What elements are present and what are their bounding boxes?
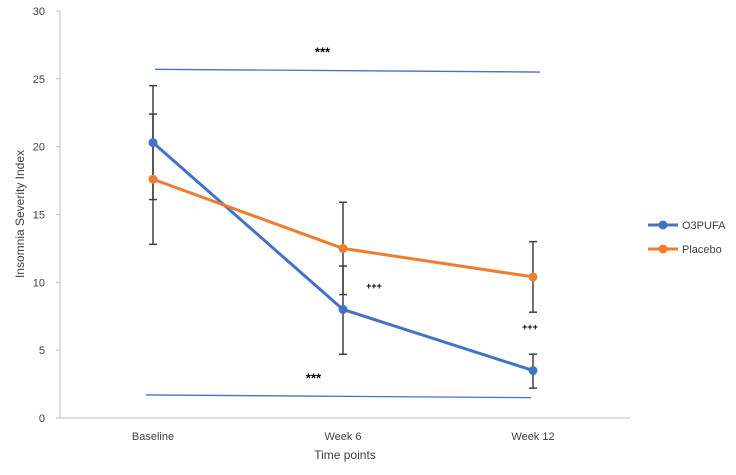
y-tick-label: 20 xyxy=(33,142,45,154)
y-tick-label: 30 xyxy=(33,6,45,18)
legend-swatch-marker xyxy=(658,244,668,254)
significance-brackets: *** *** xyxy=(145,45,541,399)
series-points xyxy=(148,138,538,376)
significance-marker: +++ xyxy=(366,281,382,291)
data-point-o3pufa xyxy=(148,138,158,148)
legend: O3PUFA Placebo xyxy=(648,220,726,256)
significance-label: *** xyxy=(306,370,322,385)
x-tick-label: Week 6 xyxy=(324,431,361,443)
significance-bracket xyxy=(145,394,532,399)
data-point-placebo xyxy=(148,174,158,184)
y-tick-label: 15 xyxy=(33,210,45,222)
x-tick-label: Baseline xyxy=(132,431,174,443)
legend-swatch-marker xyxy=(658,220,668,230)
chart-axes: 0 5 10 15 20 25 30 Baseline Week 6 Week 12 xyxy=(33,6,630,443)
data-point-o3pufa xyxy=(528,366,538,376)
data-point-o3pufa xyxy=(338,304,348,314)
significance-bracket xyxy=(154,68,541,73)
data-point-placebo xyxy=(528,272,538,282)
x-axis-title: Time points xyxy=(314,448,376,462)
y-tick-label: 10 xyxy=(33,277,45,289)
significance-label: *** xyxy=(315,45,331,60)
x-tick-label: Week 12 xyxy=(511,431,554,443)
annotations: +++ +++ xyxy=(366,281,538,332)
y-tick-label: 0 xyxy=(39,413,45,425)
legend-label: O3PUFA xyxy=(682,220,726,232)
y-tick-label: 25 xyxy=(33,74,45,86)
data-point-placebo xyxy=(338,243,348,253)
legend-label: Placebo xyxy=(682,244,722,256)
error-bars xyxy=(149,84,537,389)
y-axis-title: Insomnia Severity Index xyxy=(13,150,27,278)
significance-marker: +++ xyxy=(522,322,538,332)
y-tick-label: 5 xyxy=(39,345,45,357)
